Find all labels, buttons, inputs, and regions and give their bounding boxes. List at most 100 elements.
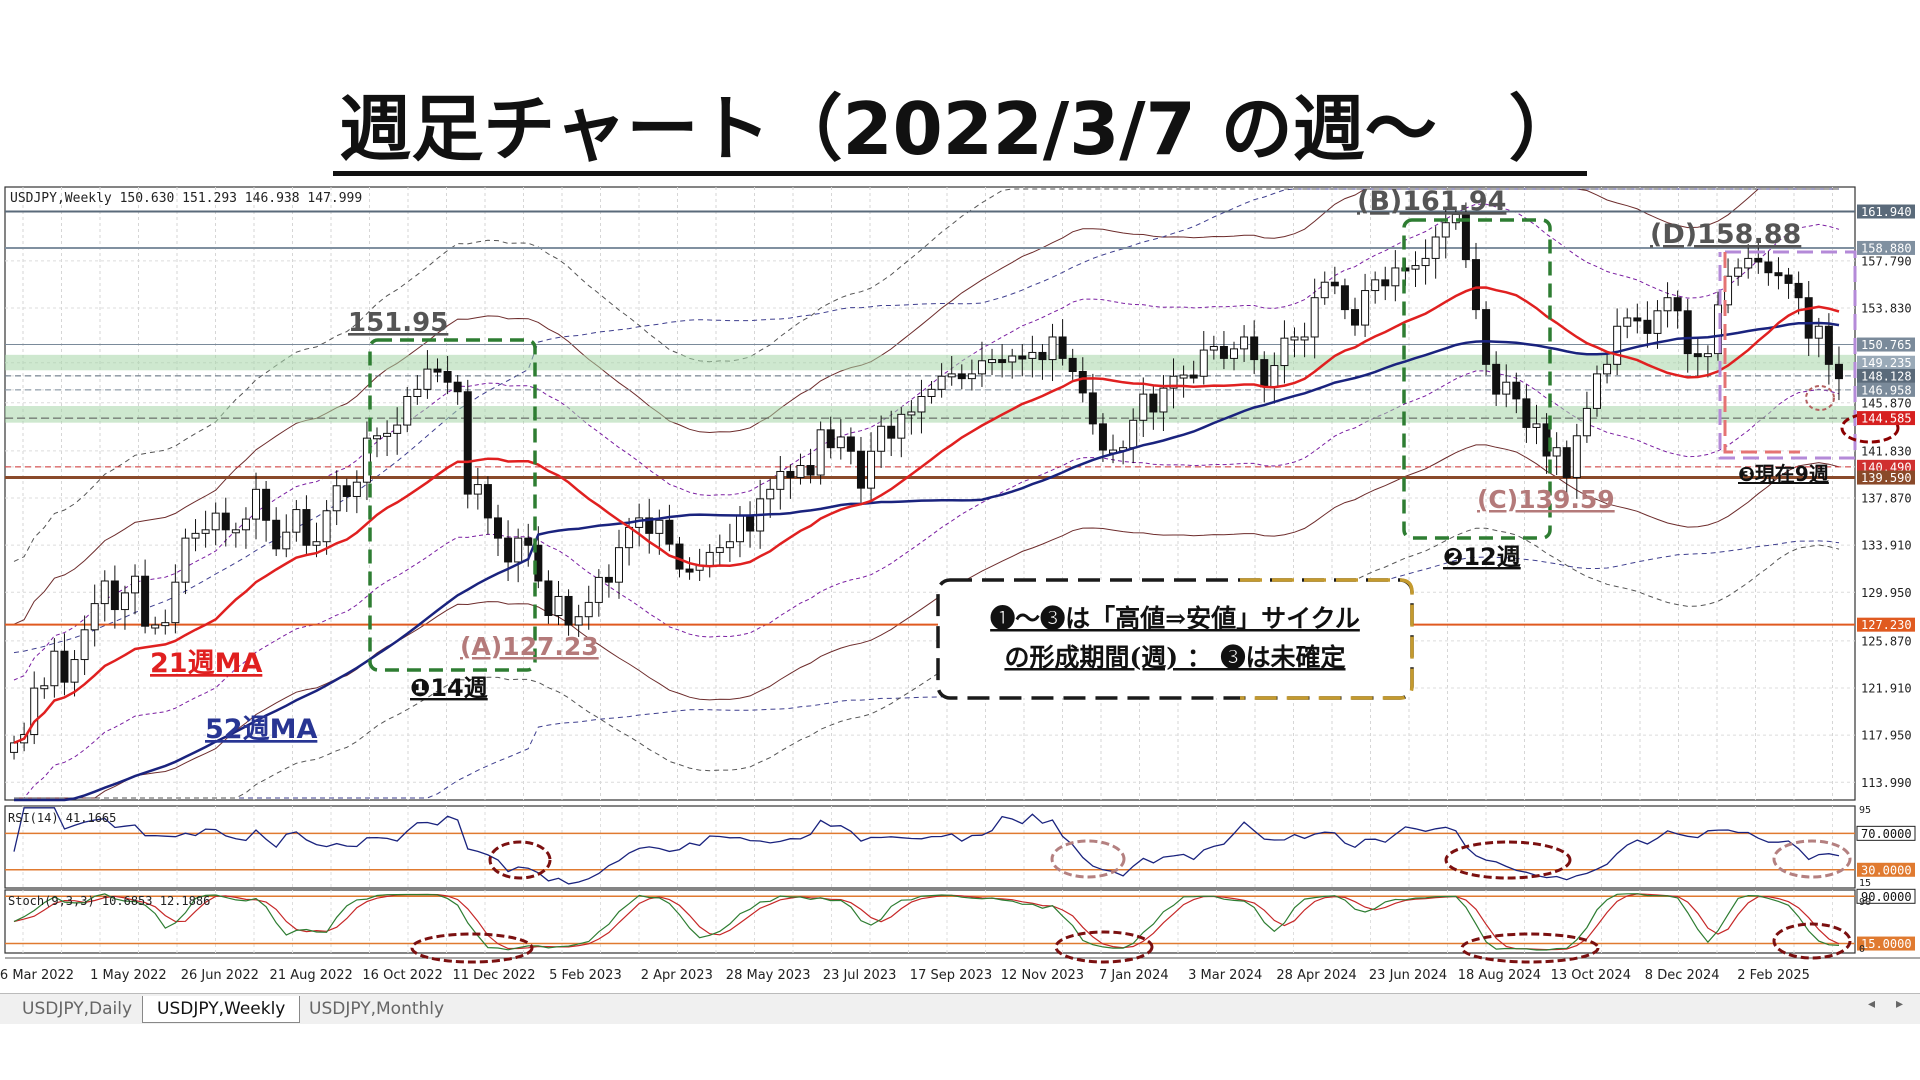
candle-up (322, 510, 331, 543)
stoch-oversold-circle (1772, 922, 1852, 960)
candle-up (1582, 407, 1591, 437)
candle-up (252, 488, 261, 520)
candle-up (1421, 257, 1430, 267)
candle-up (1613, 325, 1622, 365)
candle-up (10, 742, 19, 753)
price-tag: 150.765 (1861, 338, 1912, 352)
price-tick: 121.910 (1861, 681, 1912, 695)
date-tick: 17 Sep 2023 (910, 968, 992, 983)
tab-weekly[interactable]: USDJPY,Weekly (142, 996, 301, 1023)
candles (10, 202, 1843, 760)
candle-down (1189, 374, 1198, 379)
price-tick: 157.790 (1861, 254, 1912, 268)
stoch-main-line (13, 893, 1840, 951)
candle-down (463, 391, 472, 495)
candle-up (282, 531, 291, 550)
candle-up (1744, 257, 1753, 269)
price-tag-bg (1857, 470, 1915, 485)
rsi-tag-70: 70.0000 (1861, 827, 1912, 841)
stoch-scale-bottom: 0 (1859, 944, 1865, 955)
rsi-label: RSI(14) 41.1665 (8, 811, 116, 825)
candle-down (60, 650, 69, 683)
date-tick: 21 Aug 2022 (270, 968, 353, 983)
candle-up (40, 685, 49, 690)
label-peak-b: (B)161.94 (1357, 186, 1506, 217)
candle-up (554, 595, 563, 617)
ma21-line (13, 286, 1840, 745)
candle-up (1310, 297, 1319, 338)
candle-down (1784, 274, 1793, 284)
rsi-scale-top: 95 (1859, 805, 1871, 816)
price-tag-bg (1857, 337, 1915, 352)
candle-down (544, 580, 553, 617)
candle-up (715, 547, 724, 553)
candle-down (1098, 423, 1107, 451)
candle-down (141, 575, 150, 627)
price-tag: 146.958 (1861, 383, 1912, 397)
candle-up (1502, 381, 1511, 395)
candle-up (1703, 353, 1712, 358)
candle-up (161, 622, 170, 627)
scroll-right-icon[interactable]: ▸ (1896, 996, 1904, 1012)
candle-up (927, 388, 936, 397)
stoch-tag-15-bg (1857, 936, 1915, 951)
price-tag-bg (1857, 204, 1915, 219)
candle-up (917, 395, 926, 413)
candle-up (1734, 267, 1743, 277)
candle-up (1280, 337, 1289, 367)
candle-up (1663, 297, 1672, 312)
price-tick: 125.870 (1861, 634, 1912, 648)
cycle2-box (1402, 218, 1552, 540)
candle-down (1461, 213, 1470, 261)
candle-down (1351, 309, 1360, 326)
tab-monthly[interactable]: USDJPY,Monthly (309, 999, 445, 1019)
candle-up (151, 624, 160, 629)
candle-down (1562, 447, 1571, 478)
candle-down (1693, 353, 1702, 358)
date-tick: 13 Oct 2024 (1551, 968, 1631, 983)
candle-down (1794, 282, 1803, 299)
candle-up (584, 601, 593, 618)
rsi-tag-70-bg (1856, 825, 1916, 841)
price-tag-bg (1857, 459, 1915, 474)
date-tick: 23 Jun 2024 (1369, 968, 1447, 983)
candle-down (1633, 317, 1642, 322)
date-tick: 3 Mar 2024 (1188, 968, 1262, 983)
candle-down (453, 381, 462, 393)
candle-down (998, 359, 1007, 364)
price-tag: 148.128 (1861, 369, 1912, 383)
candle-down (433, 368, 442, 373)
candle-up (1713, 304, 1722, 355)
candle-up (292, 509, 301, 533)
note-box (936, 578, 1414, 700)
candle-up (1623, 317, 1632, 327)
tab-daily[interactable]: USDJPY,Daily (22, 999, 133, 1019)
candle-down (957, 373, 966, 380)
moving-averages (13, 286, 1840, 802)
candle-down (685, 568, 694, 573)
candle-up (1653, 310, 1662, 334)
scroll-left-icon[interactable]: ◂ (1868, 996, 1876, 1012)
price-tick: 129.950 (1861, 586, 1912, 600)
price-tick: 141.830 (1861, 444, 1912, 458)
candle-down (604, 576, 613, 583)
candle-up (816, 429, 825, 476)
stoch-tag-90-bg (1856, 888, 1916, 904)
chart-tab-bar: USDJPY,Daily USDJPY,Weekly USDJPY,Monthl… (0, 993, 1920, 1024)
candle-up (594, 576, 603, 603)
support-zone-lower (5, 406, 1855, 423)
candle-up (655, 519, 664, 534)
band-outer-upper (13, 188, 1839, 562)
cycle1-box (368, 338, 537, 672)
candle-down (493, 517, 502, 539)
candle-down (1471, 259, 1480, 311)
candle-down (1482, 309, 1491, 365)
band-52-upper (13, 188, 1839, 654)
note-line2: の形成期間(週) ： ❸は未確定 (1004, 643, 1345, 672)
label-cycle3: ❸現在9週 (1738, 462, 1829, 486)
candle-down (564, 595, 573, 626)
candle-up (625, 526, 634, 549)
support-zone-upper (5, 354, 1855, 371)
candle-up (120, 592, 129, 611)
